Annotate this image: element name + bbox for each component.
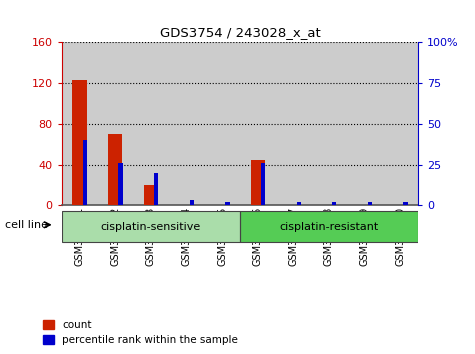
Legend: count, percentile rank within the sample: count, percentile rank within the sample <box>43 320 238 345</box>
Bar <box>368 202 372 205</box>
Bar <box>169 42 204 205</box>
Bar <box>347 42 382 205</box>
Bar <box>251 160 265 205</box>
Bar <box>97 42 133 205</box>
Bar <box>190 200 194 205</box>
Bar <box>143 185 158 205</box>
Bar <box>382 42 418 205</box>
Bar <box>62 211 240 242</box>
Text: cell line: cell line <box>5 220 48 230</box>
Bar <box>261 163 265 205</box>
Bar <box>118 163 123 205</box>
Bar <box>240 211 418 242</box>
Bar <box>311 42 347 205</box>
Text: cisplatin-resistant: cisplatin-resistant <box>279 222 379 232</box>
Bar <box>276 42 311 205</box>
Bar <box>72 80 86 205</box>
Bar <box>204 42 240 205</box>
Text: cisplatin-sensitive: cisplatin-sensitive <box>101 222 201 232</box>
Bar <box>154 173 158 205</box>
Bar <box>240 42 276 205</box>
Bar <box>62 42 97 205</box>
Bar <box>240 211 418 242</box>
Title: GDS3754 / 243028_x_at: GDS3754 / 243028_x_at <box>160 25 320 39</box>
Bar <box>133 42 169 205</box>
Bar <box>62 211 240 242</box>
Bar <box>225 202 229 205</box>
Bar <box>332 202 336 205</box>
Bar <box>296 202 301 205</box>
Bar <box>83 140 87 205</box>
Bar <box>108 134 123 205</box>
Bar <box>403 202 408 205</box>
